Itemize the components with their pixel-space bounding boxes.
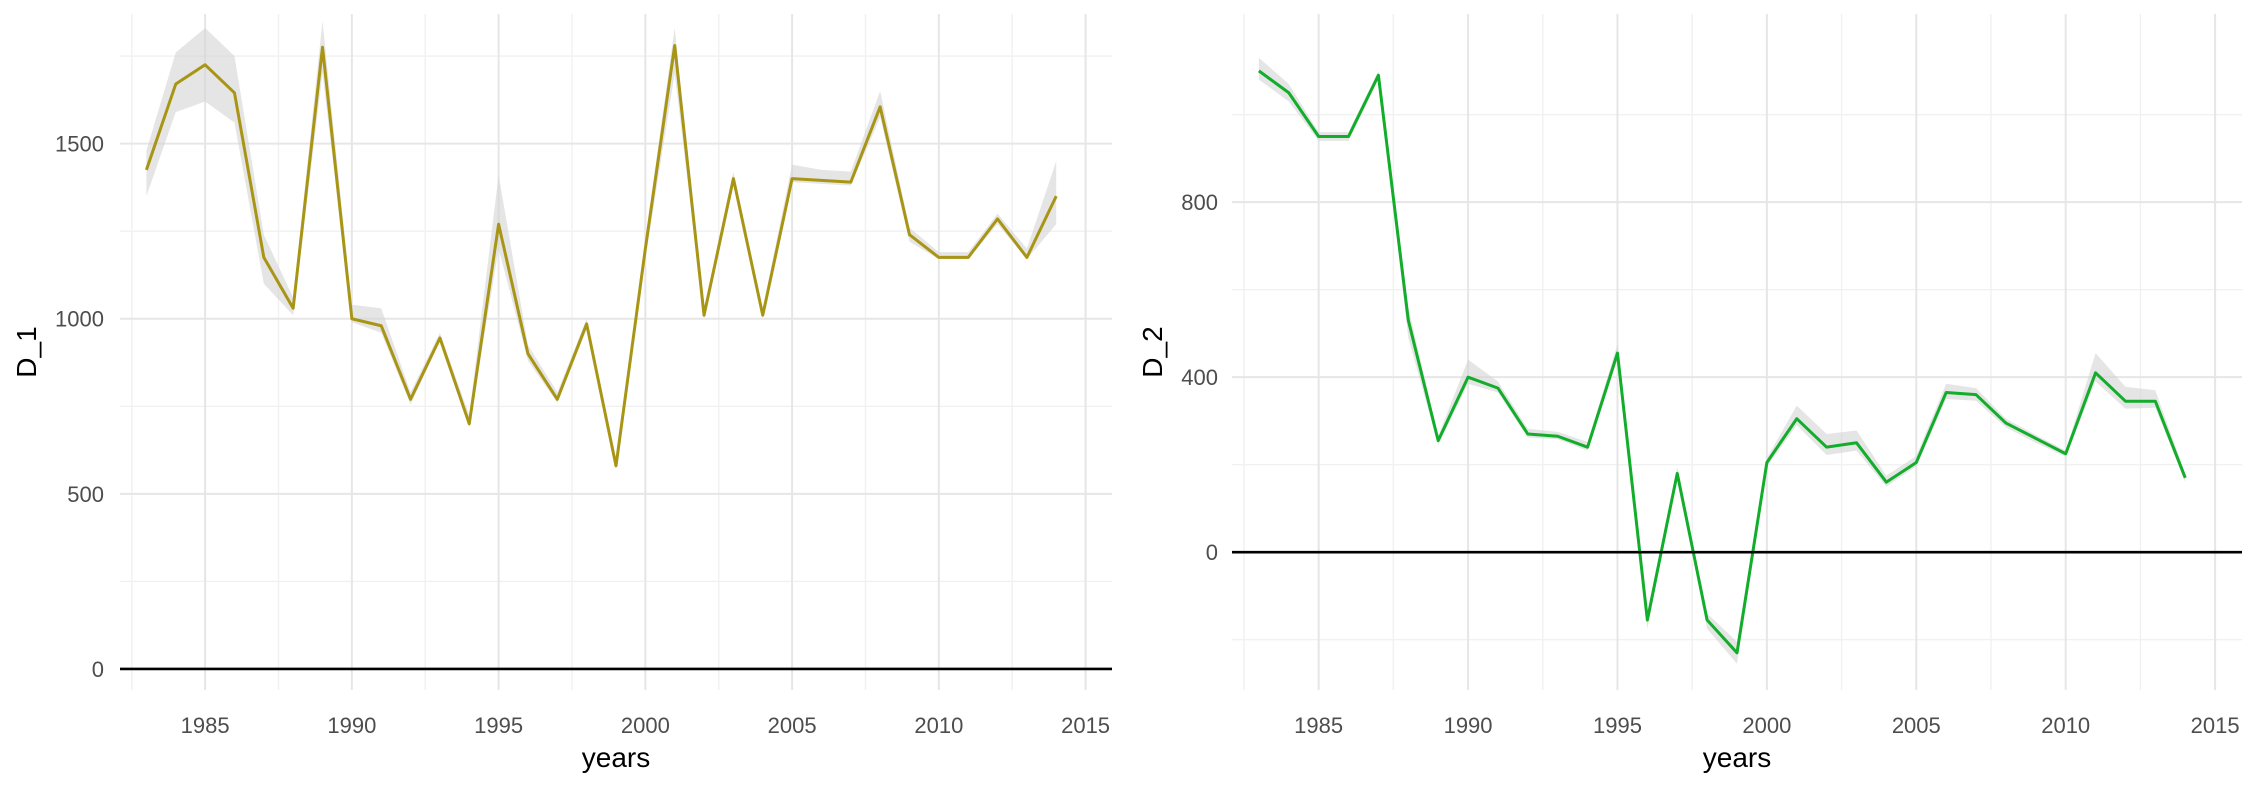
y-axis-title: D_2 <box>1137 326 1168 377</box>
x-tick-label: 2010 <box>914 713 963 738</box>
x-tick-label: 2005 <box>768 713 817 738</box>
x-tick-label: 2005 <box>1892 713 1941 738</box>
y-tick-label: 0 <box>92 657 104 682</box>
x-axis-title: years <box>582 742 650 773</box>
y-tick-label: 1500 <box>55 132 104 157</box>
x-tick-label: 2000 <box>621 713 670 738</box>
series-line <box>1258 69 2187 655</box>
x-tick-label: 1990 <box>1444 713 1493 738</box>
x-tick-label: 1985 <box>181 713 230 738</box>
d2-panel: 1985 1990 1995 2000 2005 2010 2015 0 400 800 years… <box>1137 14 2242 773</box>
y-tick-label: 500 <box>67 482 104 507</box>
x-tick-label: 1995 <box>1593 713 1642 738</box>
x-axis-title: years <box>1703 742 1771 773</box>
series-line <box>144 44 1058 468</box>
d1-panel: 1985 1990 1995 2000 2005 2010 2015 0 500 1000 1500… <box>11 14 1112 773</box>
x-tick-label: 2010 <box>2041 713 2090 738</box>
y-axis-title: D_1 <box>11 326 42 377</box>
x-tick-label: 2000 <box>1742 713 1791 738</box>
confidence-band <box>1258 57 2186 664</box>
x-tick-label: 2015 <box>1061 713 1110 738</box>
x-tick-label: 2015 <box>2191 713 2240 738</box>
y-tick-label: 800 <box>1181 190 1218 215</box>
x-tick-label: 1990 <box>327 713 376 738</box>
y-tick-label: 0 <box>1206 540 1218 565</box>
y-tick-label: 400 <box>1181 365 1218 390</box>
x-tick-label: 1985 <box>1294 713 1343 738</box>
x-tick-label: 1995 <box>474 713 523 738</box>
y-tick-label: 1000 <box>55 307 104 332</box>
